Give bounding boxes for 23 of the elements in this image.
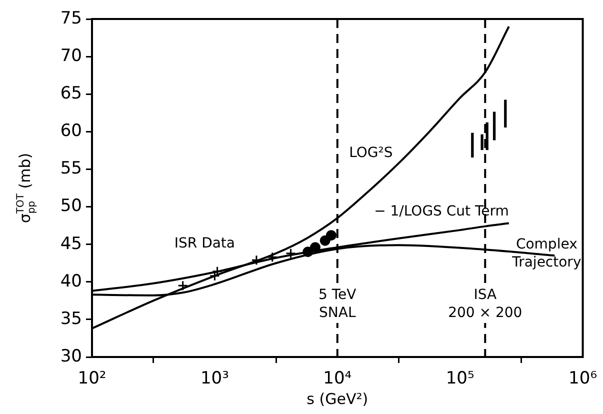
y-tick-label: 35 [60, 308, 82, 329]
x-tick-label: 10⁵ [446, 368, 474, 389]
y-tick-label: 70 [60, 46, 82, 66]
y-tick-label: 50 [60, 196, 82, 216]
annotation: ISR Data [174, 235, 236, 252]
series-label: Complex Trajectory [511, 236, 582, 271]
ref-line-label: ISA 200 × 200 [448, 287, 522, 321]
x-tick-label: 10³ [200, 368, 229, 389]
y-tick-label: 55 [60, 158, 82, 179]
x-tick-label: 10⁴ [323, 368, 352, 389]
text: σTOTpp (mb) [15, 152, 38, 224]
y-tick-label: 65 [60, 84, 82, 104]
series-label: − 1/LOGS Cut Term [374, 203, 509, 220]
series-label: LOG²S [349, 145, 393, 162]
x-axis-title: s (GeV²) [306, 390, 368, 408]
x-tick-label: 10⁶ [568, 368, 598, 389]
y-tick-label: 75 [60, 8, 82, 28]
y-tick-label: 45 [60, 234, 82, 254]
y-tick-label: 60 [60, 121, 82, 142]
x-tick-label: 10² [78, 368, 106, 389]
y-tick-label: 40 [60, 271, 82, 292]
ref-line-label: 5 TeV SNAL [318, 287, 357, 321]
y-tick-label: 30 [60, 346, 82, 366]
